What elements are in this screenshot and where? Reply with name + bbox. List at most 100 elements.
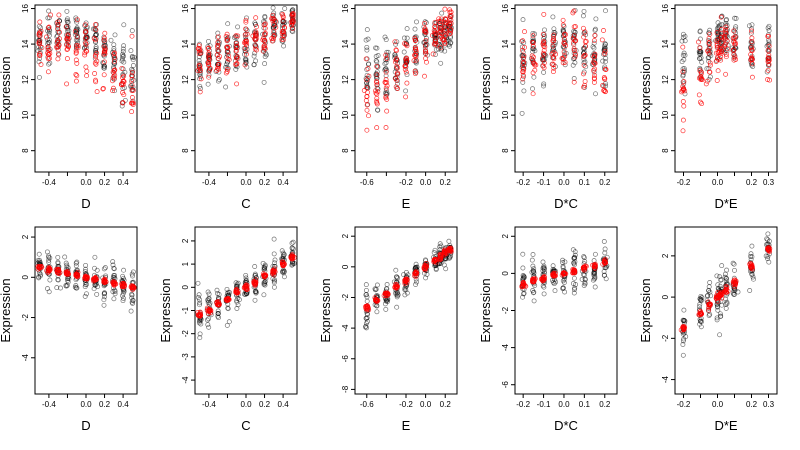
- observed-point: [121, 43, 127, 49]
- fitted-point: [206, 68, 212, 74]
- observed-point: [749, 243, 755, 249]
- fitted-point: [432, 23, 438, 29]
- observed-point: [252, 20, 258, 26]
- fitted-point: [681, 326, 687, 332]
- y-tick-label: 2: [501, 234, 510, 239]
- observed-point: [129, 67, 135, 72]
- observed-point: [262, 61, 268, 67]
- observed-point: [560, 265, 566, 271]
- observed-point: [602, 59, 608, 65]
- x-tick-label: 0.0: [80, 400, 92, 409]
- observed-point: [719, 302, 725, 308]
- x-tick-label: -0.2: [516, 178, 530, 187]
- fitted-point: [215, 42, 221, 48]
- observed-point: [55, 277, 61, 283]
- fitted-point: [74, 60, 80, 66]
- fitted-point: [271, 16, 277, 22]
- fitted-point: [529, 57, 535, 63]
- fitted-point: [54, 270, 60, 276]
- fitted-point: [550, 43, 556, 49]
- observed-point: [111, 265, 117, 271]
- y-axis-title: Expression: [478, 278, 493, 342]
- observed-point: [748, 251, 754, 257]
- fitted-point: [402, 63, 408, 69]
- fitted-point: [723, 54, 729, 60]
- observed-point: [394, 39, 400, 45]
- fitted-point: [271, 33, 277, 39]
- fitted-point: [243, 51, 249, 57]
- observed-point: [363, 282, 369, 288]
- fitted-point: [269, 38, 275, 44]
- observed-point: [92, 265, 97, 271]
- points-group: [361, 6, 454, 133]
- fitted-point: [532, 67, 538, 73]
- observed-point: [54, 20, 59, 26]
- observed-point: [290, 239, 296, 245]
- fitted-point: [680, 44, 686, 50]
- observed-point: [234, 281, 240, 287]
- observed-point: [717, 22, 723, 28]
- panel-8: -0.6 -0.2 0.0 0.2 -8 -6 -4 -2 0 2 E Expression: [318, 226, 458, 433]
- fitted-point: [749, 45, 754, 51]
- panel-4: -0.2 -0.1 0.0 0.1 0.2 8 10 12 14 16 D*C Expression: [478, 4, 618, 211]
- observed-point: [225, 21, 231, 27]
- fitted-point: [364, 77, 370, 83]
- observed-point: [261, 264, 267, 270]
- observed-point: [749, 254, 755, 260]
- y-tick-label: 16: [341, 4, 350, 13]
- observed-point: [749, 26, 755, 32]
- observed-point: [121, 295, 126, 301]
- observed-point: [38, 271, 44, 277]
- fitted-point: [74, 34, 80, 40]
- fitted-point: [591, 38, 597, 44]
- observed-point: [766, 48, 772, 54]
- fitted-point: [233, 288, 239, 293]
- observed-point: [551, 281, 557, 287]
- y-tick-label: -2: [661, 334, 670, 342]
- fitted-point: [55, 37, 61, 43]
- observed-point: [404, 26, 410, 32]
- observed-point: [264, 52, 269, 58]
- fitted-point: [55, 39, 60, 45]
- fitted-point: [197, 89, 203, 95]
- observed-point: [129, 292, 135, 298]
- observed-point: [393, 274, 399, 280]
- fitted-point: [290, 26, 296, 32]
- observed-point: [699, 319, 705, 325]
- fitted-point: [262, 21, 268, 27]
- observed-point: [707, 280, 713, 285]
- fitted-point: [716, 49, 722, 55]
- observed-point: [707, 27, 713, 33]
- fitted-point: [225, 56, 231, 62]
- observed-point: [550, 14, 556, 20]
- fitted-point: [72, 29, 78, 34]
- observed-point: [532, 31, 538, 37]
- fitted-point: [215, 299, 221, 305]
- observed-point: [74, 25, 80, 31]
- fitted-point: [403, 69, 409, 75]
- fitted-point: [448, 30, 453, 36]
- fitted-point: [403, 276, 409, 282]
- observed-point: [366, 61, 372, 67]
- observed-point: [681, 50, 687, 56]
- fitted-point: [581, 267, 587, 273]
- observed-point: [36, 275, 42, 281]
- observed-point: [363, 37, 369, 43]
- observed-point: [719, 263, 725, 269]
- fitted-point: [731, 47, 737, 53]
- x-tick-label: 0.2: [599, 400, 611, 409]
- fitted-point: [718, 48, 724, 54]
- x-axis-title: D*C: [554, 418, 578, 433]
- observed-point: [290, 29, 296, 35]
- observed-point: [732, 287, 738, 293]
- observed-point: [581, 255, 587, 261]
- fitted-point: [422, 21, 427, 26]
- fitted-point: [64, 271, 70, 277]
- fitted-point: [562, 270, 568, 276]
- fitted-point: [562, 59, 568, 65]
- observed-point: [748, 40, 754, 46]
- observed-point: [540, 259, 546, 265]
- fitted-point: [121, 92, 127, 98]
- y-tick-label: 14: [341, 39, 350, 48]
- fitted-point: [402, 279, 408, 284]
